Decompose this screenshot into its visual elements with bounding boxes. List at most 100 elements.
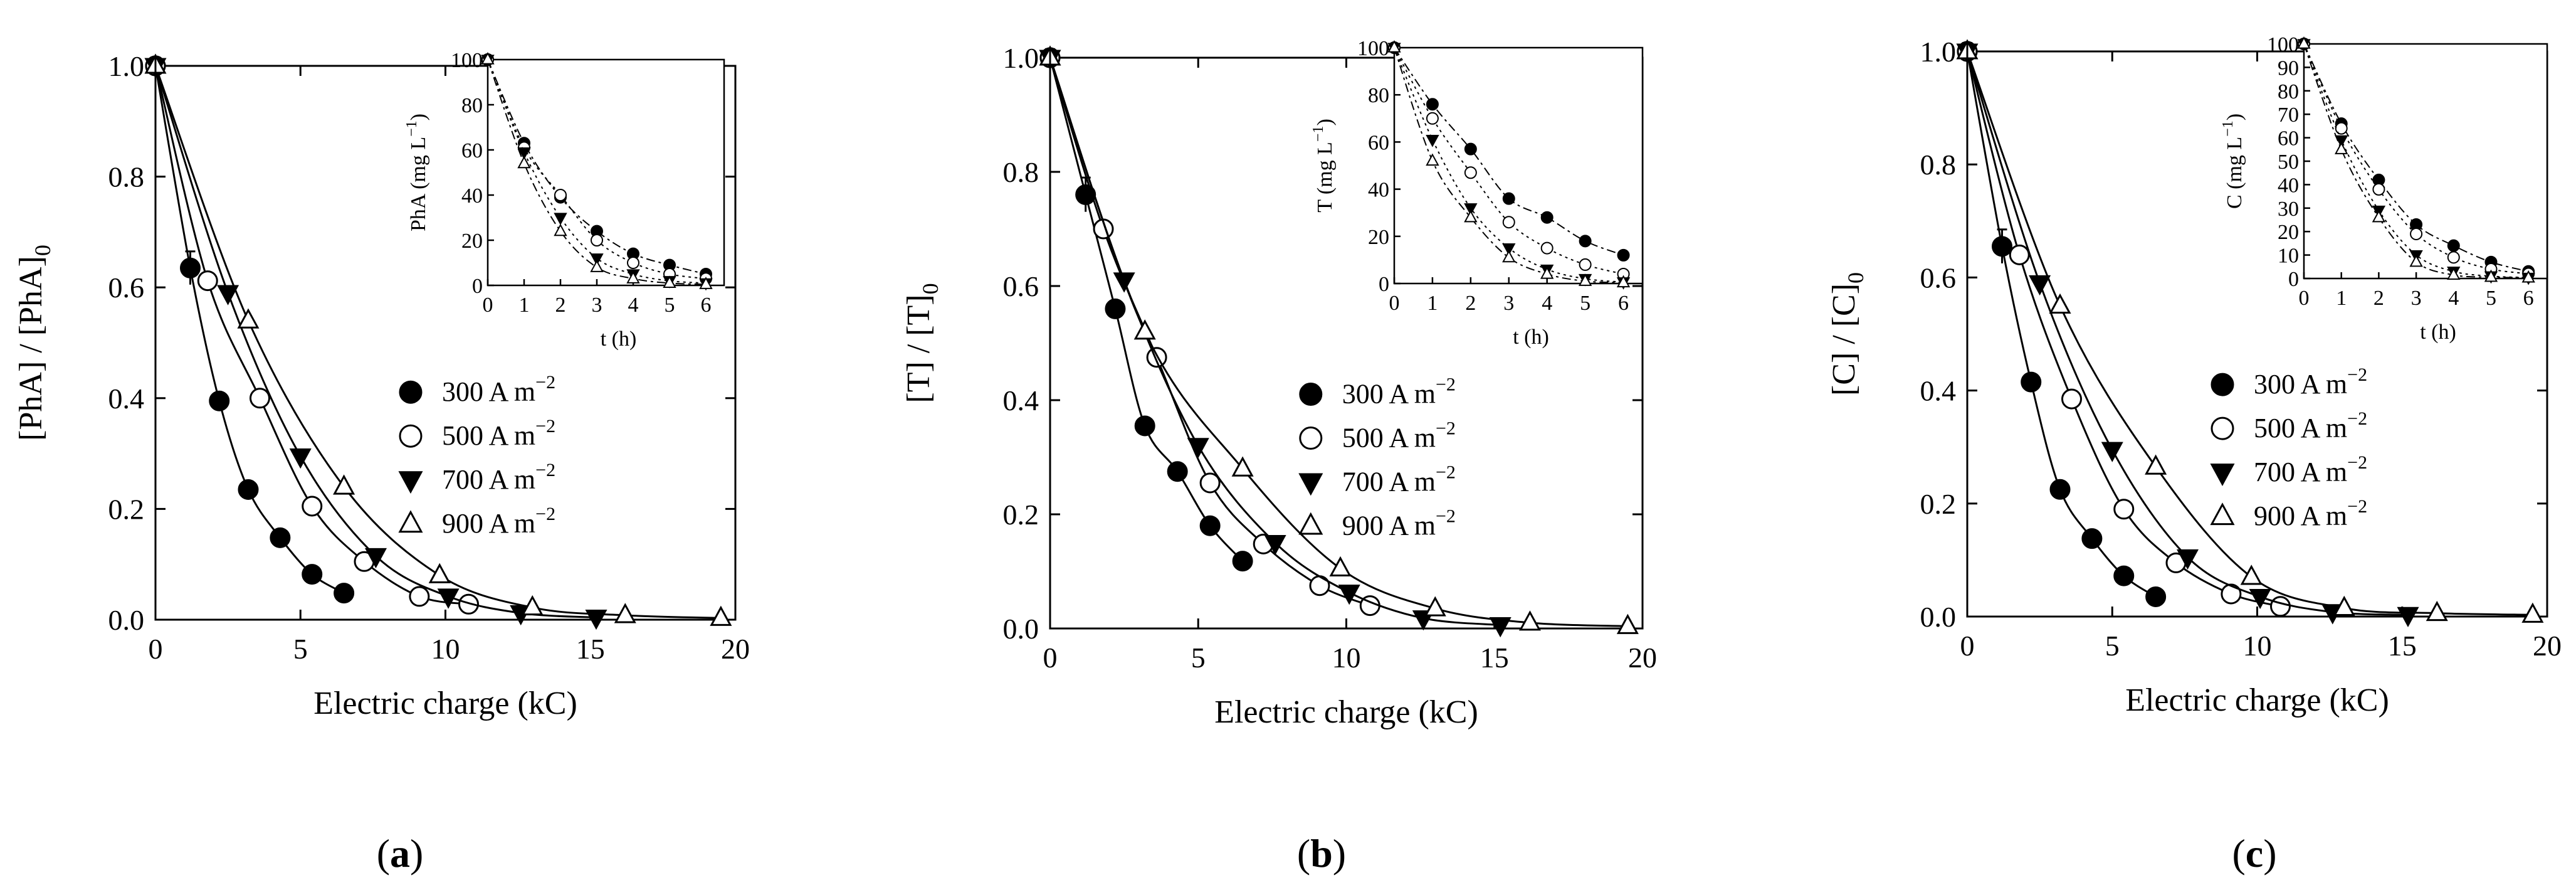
data-point: [1231, 456, 1254, 477]
data-point: [270, 527, 291, 548]
data-point: [1146, 347, 1167, 368]
inset-data-point: [699, 277, 713, 289]
inset-series-line: [2303, 43, 2529, 272]
inset-data-point: [2521, 270, 2535, 283]
inset-data-point: [1464, 203, 1478, 216]
y-tick-label: 0.6: [108, 272, 145, 304]
data-point: [2021, 371, 2042, 393]
legend-marker: [1298, 512, 1323, 535]
y-axis-label: [C] / [C]0: [1826, 272, 1868, 396]
data-point: [2081, 528, 2103, 549]
inset-data-point: [1502, 250, 1516, 263]
data-point: [458, 593, 479, 615]
data-point: [1133, 319, 1156, 340]
data-point: [1199, 515, 1221, 536]
inset-data-point: [2447, 267, 2461, 280]
legend-label: 500 A m−2: [2254, 408, 2367, 443]
inset-data-point: [1387, 40, 1401, 53]
y-axis-label: [T] / [T]0: [901, 283, 943, 403]
x-tick-label: 0: [1043, 642, 1058, 674]
inset-x-tick-label: 2: [2374, 287, 2384, 310]
data-point: [334, 583, 355, 604]
data-point: [217, 285, 239, 305]
inset-data-point: [2409, 254, 2423, 267]
inset-series-3: [481, 51, 713, 289]
inset-data-point: [1540, 211, 1553, 224]
inset-data-point: [1540, 266, 1554, 279]
inset-data-point: [554, 189, 567, 201]
panel-caption: (b): [1297, 831, 1346, 876]
caption-paren-close: ): [410, 831, 423, 876]
series-line: [1966, 51, 2281, 608]
inset-x-tick-label: 3: [2411, 287, 2422, 310]
inset-y-tick-label: 60: [1368, 131, 1389, 154]
inset-x-tick-label: 3: [592, 294, 602, 317]
y-tick-label: 0.8: [1920, 149, 1957, 181]
y-tick-label: 0.4: [1920, 375, 1957, 407]
inset-series-1: [1388, 41, 1630, 280]
x-tick-label: 0: [149, 633, 163, 665]
inset-x-tick-label: 4: [2448, 287, 2459, 310]
inset-series-3: [2297, 36, 2535, 283]
legend-label: 900 A m−2: [442, 504, 555, 539]
caption-letter: b: [1310, 831, 1333, 876]
data-point: [2333, 595, 2355, 617]
panel-caption: (c): [2232, 831, 2276, 876]
legend-label-text: 900 A m: [1342, 511, 1436, 541]
legend-marker: [1298, 473, 1323, 496]
inset-y-tick-label: 80: [1368, 84, 1389, 107]
y-axis-label: [PhA] / [PhA]0: [13, 245, 55, 441]
inset-data-point: [1617, 248, 1630, 262]
data-point: [437, 588, 460, 609]
x-tick-label: 5: [293, 633, 308, 665]
caption-paren-close: ): [1333, 831, 1346, 876]
y-tick-label: 0.6: [1003, 270, 1039, 302]
legend-label: 900 A m−2: [2254, 496, 2367, 531]
data-point: [333, 474, 355, 495]
inset-data-point: [2447, 239, 2460, 252]
series-line: [1966, 51, 2409, 616]
y-axis-label-subscript: 0: [918, 283, 943, 294]
inset-x-axis-label: t (h): [1513, 326, 1549, 349]
inset-y-tick-label: 0: [2288, 268, 2299, 291]
series-line: [1966, 51, 2533, 616]
data-point: [2113, 565, 2135, 586]
y-tick-label: 0.0: [1920, 601, 1957, 633]
inset-series-line: [1394, 47, 1624, 284]
inset-y-axis-label: T (mg L−1): [1310, 119, 1337, 213]
legend-marker: [1299, 427, 1323, 450]
legend-label-text: 300 A m: [2254, 369, 2347, 400]
inset-data-point: [590, 260, 604, 272]
series-1: [1957, 41, 2291, 617]
data-point: [2049, 479, 2071, 500]
data-point: [1424, 596, 1446, 617]
data-point: [1167, 461, 1188, 482]
y-axis-label-main: [PhA] / [PhA]: [13, 256, 49, 441]
legend-label-superscript: −2: [2347, 496, 2367, 517]
legend-label: 300 A m−2: [1342, 374, 1456, 410]
data-point: [2145, 586, 2167, 607]
legend-label-superscript: −2: [1436, 506, 1456, 527]
inset-y-tick-label: 30: [2278, 198, 2299, 221]
x-tick-label: 15: [576, 633, 605, 665]
data-point: [1616, 613, 1639, 634]
inset-x-tick-label: 4: [1542, 292, 1552, 315]
inset-y-axis-label-main: C (mg L: [2223, 137, 2246, 209]
y-tick-label: 0.0: [108, 604, 145, 636]
inset-y-axis-label-end: ): [2223, 114, 2246, 120]
data-point: [2061, 388, 2082, 410]
inset-data-point: [1426, 98, 1439, 111]
inset-y-tick-label: 40: [461, 184, 483, 208]
y-tick-label: 0.0: [1003, 613, 1039, 645]
data-point: [2049, 293, 2071, 314]
inset-data-point: [626, 271, 640, 284]
inset-chart: 0 20 40 60 80 100 0 1 2 3 4 5 6 t (h) PhA (mg L−1): [404, 49, 725, 351]
y-axis-label-main: [C] / [C]: [1826, 284, 1862, 396]
legend-label: 700 A m−2: [442, 460, 555, 495]
legend-label-superscript: −2: [2347, 408, 2367, 429]
